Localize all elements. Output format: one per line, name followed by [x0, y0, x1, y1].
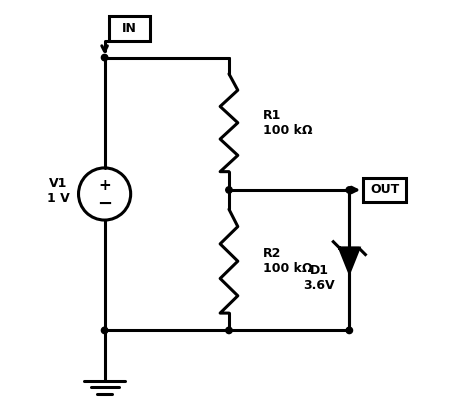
Circle shape [346, 327, 353, 334]
FancyBboxPatch shape [363, 177, 406, 202]
Circle shape [101, 327, 108, 334]
Circle shape [226, 327, 232, 334]
Text: V1
1 V: V1 1 V [47, 177, 70, 205]
Text: OUT: OUT [370, 183, 399, 196]
Text: −: − [97, 196, 112, 213]
Text: IN: IN [122, 22, 137, 35]
Circle shape [226, 187, 232, 193]
Text: D1
3.6V: D1 3.6V [303, 264, 335, 292]
Text: R1
100 kΩ: R1 100 kΩ [263, 109, 312, 137]
Circle shape [101, 55, 108, 61]
Circle shape [346, 187, 353, 193]
Polygon shape [340, 248, 359, 272]
FancyBboxPatch shape [109, 16, 149, 41]
Text: R2
100 kΩ: R2 100 kΩ [263, 247, 312, 275]
Text: +: + [98, 178, 111, 193]
